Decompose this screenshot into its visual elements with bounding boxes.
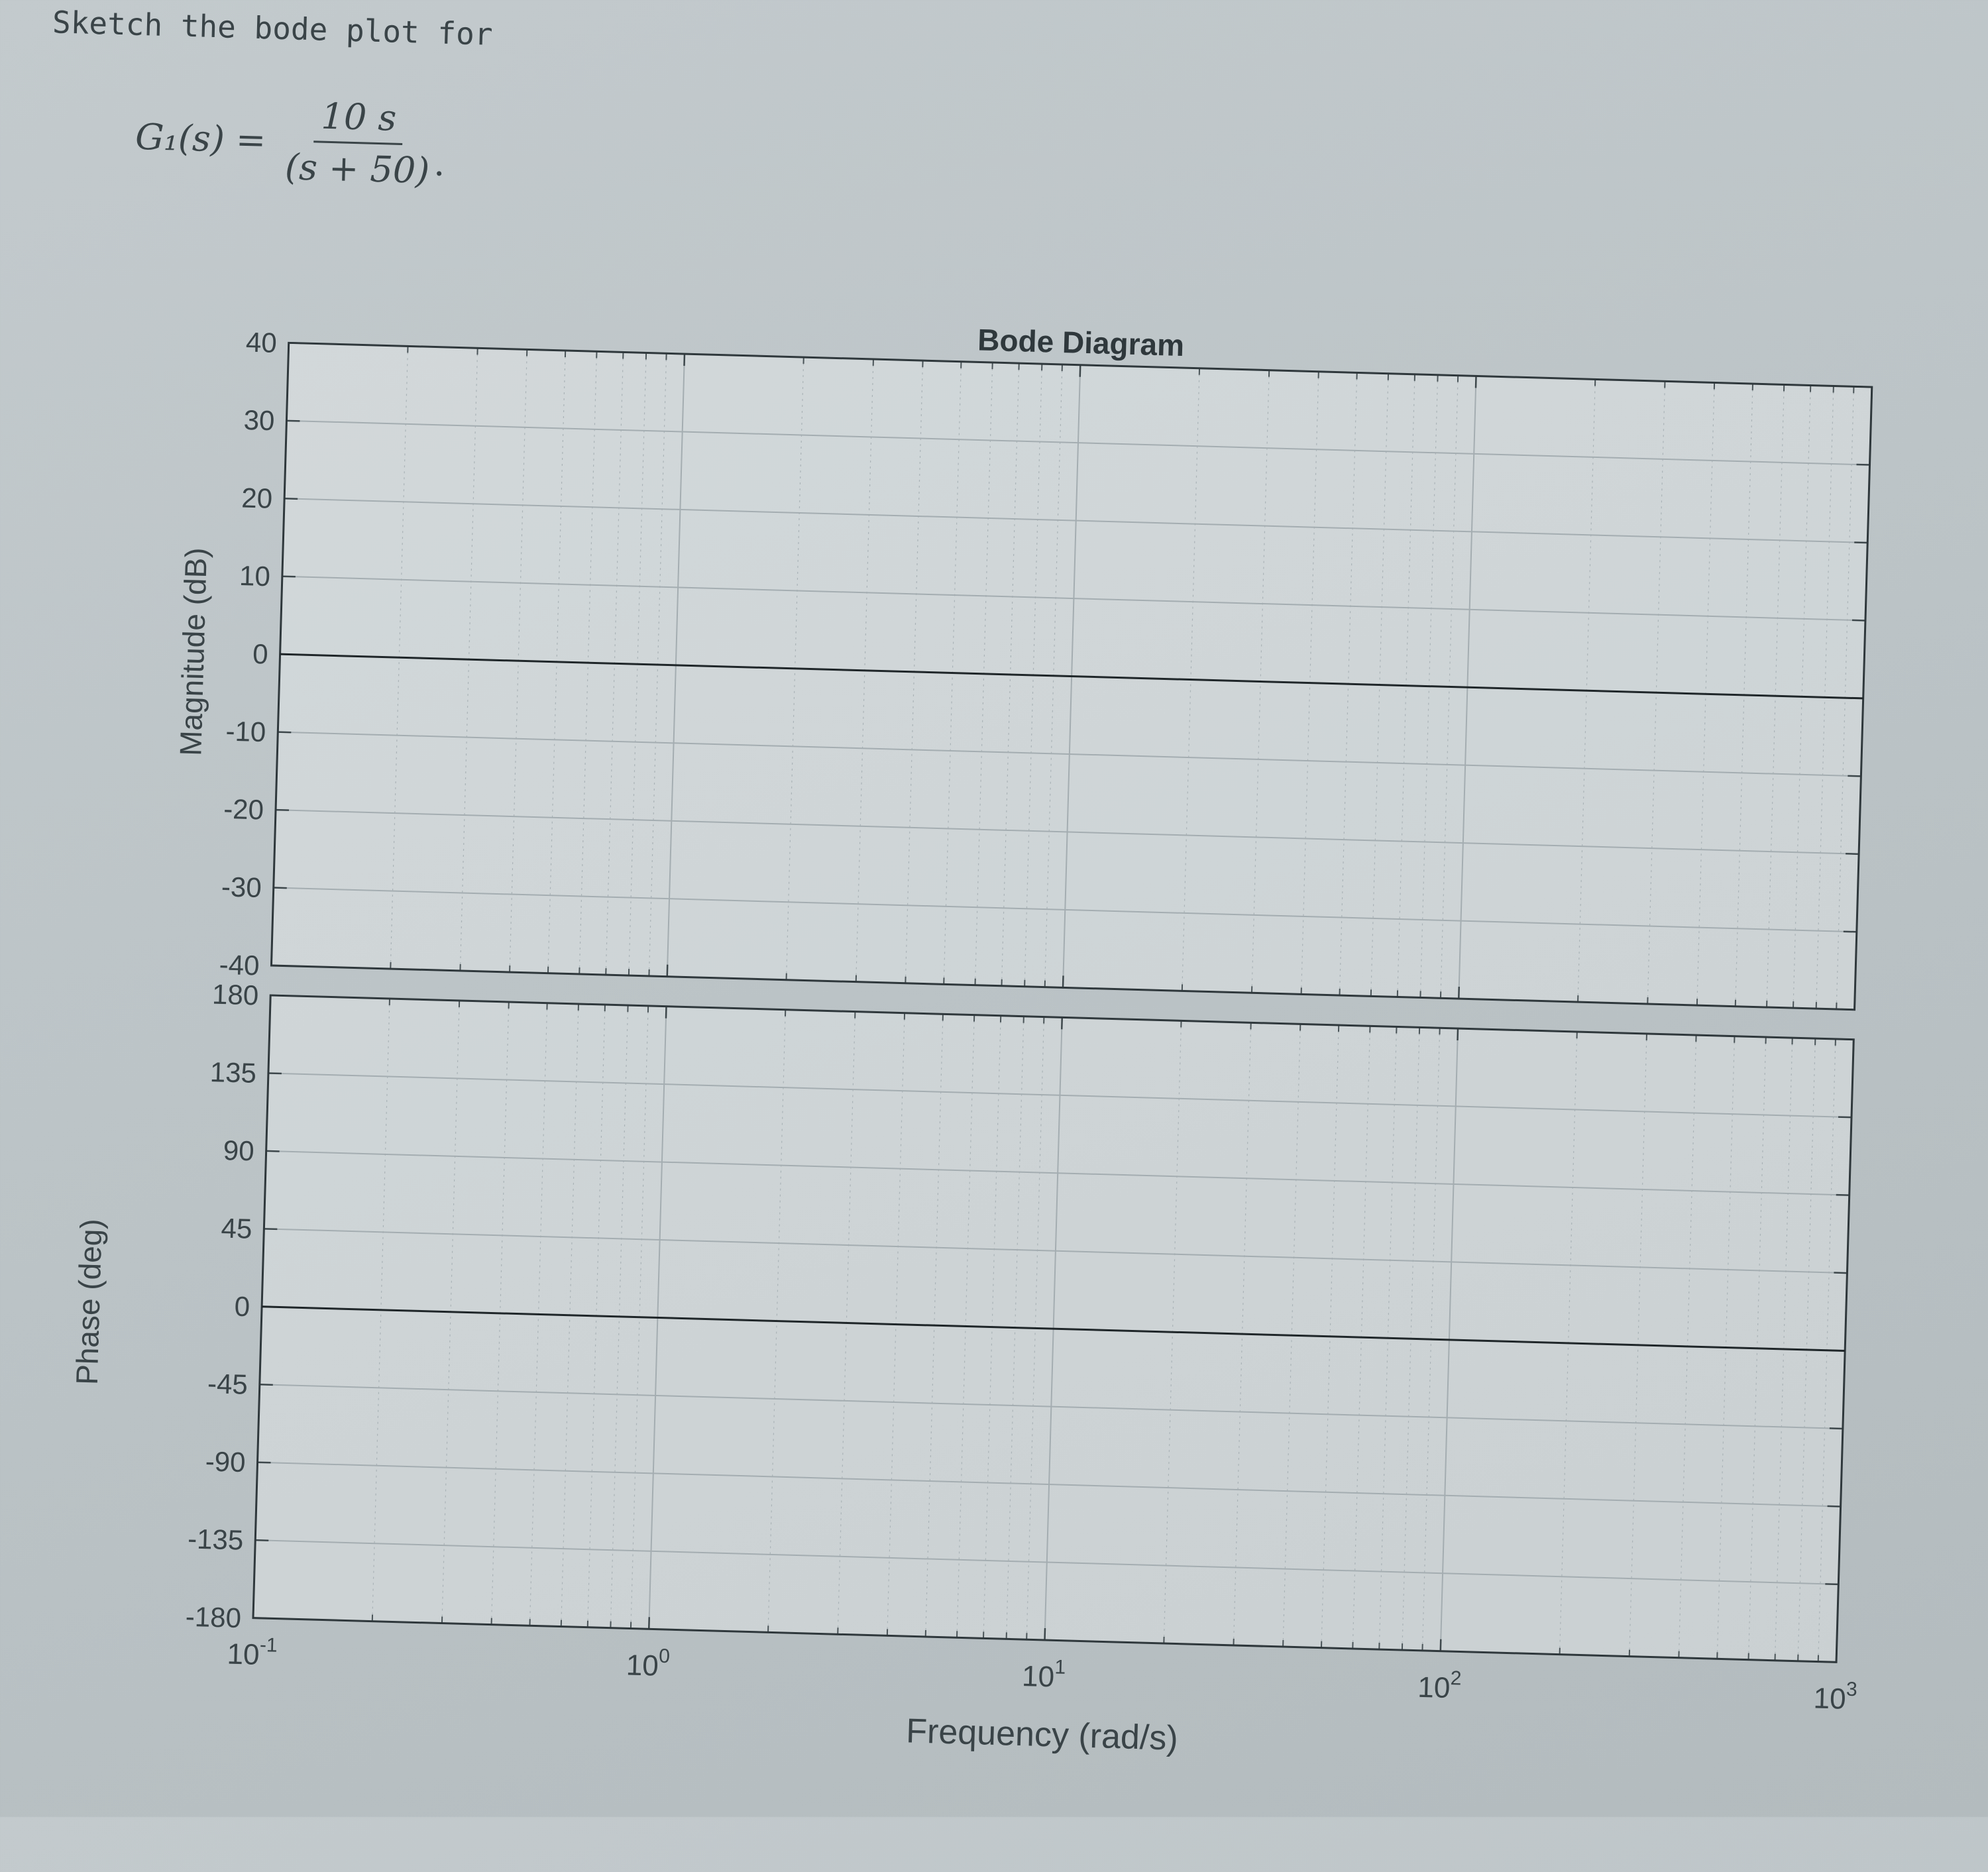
y-tick-label: 40 <box>245 327 277 358</box>
y-tick <box>255 1540 268 1541</box>
x-major-tick <box>1045 1628 1046 1640</box>
x-major-tick <box>684 354 685 366</box>
y-tick-label: -180 <box>185 1601 241 1633</box>
y-tick-label: -90 <box>205 1446 246 1478</box>
y-tick-label: 0 <box>252 638 269 670</box>
chart-title: Bode Diagram <box>977 322 1185 362</box>
x-tick-label: 10-1 <box>227 1633 278 1672</box>
x-major-tick <box>1458 1028 1459 1040</box>
x-axis-label: Frequency (rad/s) <box>906 1712 1179 1757</box>
y-tick-label: 20 <box>241 482 273 514</box>
y-tick <box>1846 853 1859 854</box>
y-tick <box>278 732 291 733</box>
y-tick-label: 45 <box>221 1213 252 1244</box>
y-tick-label: -10 <box>225 715 266 747</box>
y-tick <box>266 1151 280 1152</box>
y-tick <box>1848 776 1861 777</box>
y-tick <box>258 1462 271 1463</box>
y-tick-label: -45 <box>207 1368 248 1400</box>
y-tick <box>284 498 298 499</box>
y-tick-label: 30 <box>243 404 275 436</box>
y-tick <box>1830 1428 1843 1429</box>
y-tick <box>274 888 287 889</box>
x-tick-label: 101 <box>1021 1655 1066 1694</box>
y-tick-label: 0 <box>234 1291 250 1323</box>
x-tick-label: 103 <box>1813 1677 1857 1716</box>
y-tick <box>1854 542 1867 543</box>
y-tick <box>1838 1117 1851 1118</box>
y-tick <box>1834 1273 1847 1274</box>
y-tick-label: 10 <box>239 560 271 592</box>
y-tick-label: -40 <box>219 949 260 981</box>
y-tick <box>260 1384 273 1385</box>
y-tick-label: 180 <box>212 979 259 1011</box>
y-tick <box>268 1073 282 1074</box>
y-tick-label: 90 <box>223 1134 254 1166</box>
y-axis-label: Magnitude (dB) <box>173 547 213 757</box>
x-tick-label: 100 <box>626 1644 670 1682</box>
y-tick-label: -30 <box>221 871 262 903</box>
y-tick <box>1828 1506 1841 1507</box>
x-major-tick <box>1080 365 1081 377</box>
y-tick-label: -135 <box>188 1523 244 1555</box>
y-axis-label: Phase (deg) <box>70 1219 109 1386</box>
x-tick-label: 102 <box>1417 1667 1462 1705</box>
y-tick-label: -20 <box>223 793 264 826</box>
x-major-tick <box>666 1007 667 1019</box>
y-tick <box>1852 620 1865 621</box>
y-tick-label: 135 <box>209 1056 256 1089</box>
x-major-tick <box>667 965 668 977</box>
x-major-tick <box>1063 975 1064 987</box>
